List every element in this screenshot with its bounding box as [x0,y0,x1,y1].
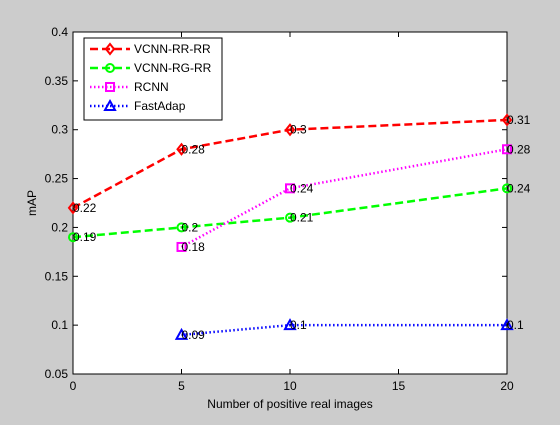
data-label: 0.21 [290,211,314,225]
data-point-marker [285,183,295,194]
y-tick-label: 0.3 [51,123,68,137]
y-axis-label: mAP [25,190,39,216]
y-tick-label: 0.15 [45,269,69,283]
data-label: 0.1 [290,318,307,332]
y-tick-label: 0.35 [45,74,69,88]
x-tick-label: 5 [178,379,185,393]
series-line [180,148,508,249]
data-label: 0.18 [182,240,206,254]
series-vcnn-rg-rr: 0.19 0.2 0.21 0.24 [68,181,531,244]
data-label: 0.1 [507,318,524,332]
legend-marker [105,63,115,73]
legend-label: VCNN-RR-RR [134,42,211,56]
data-point-marker [285,212,295,223]
series-line [72,187,508,239]
data-point-marker [283,318,297,331]
data-label: 0.22 [73,201,97,215]
legend-marker [104,42,116,56]
legend-label: FastAdap [134,99,186,113]
data-label: 0.31 [507,113,531,127]
y-tick-label: 0.1 [51,318,68,332]
y-tick-label: 0.25 [45,172,69,186]
x-axis-label: Number of positive real images [207,397,372,411]
data-point-marker [174,327,189,340]
legend: VCNN-RR-RR VCNN-RG-RR RCNN FastAdap [83,37,223,121]
x-tick-label: 0 [70,379,77,393]
data-point-marker [67,201,79,215]
data-label: 0.24 [290,181,314,195]
data-label: 0.24 [507,181,531,195]
data-point-marker [500,318,514,331]
data-point-marker [176,241,187,252]
data-point-marker [284,123,296,137]
legend-marker [105,82,115,92]
data-point-marker [501,113,513,127]
series-line [72,118,508,209]
x-tick-label: 15 [392,379,406,393]
x-tick-label: 20 [500,379,514,393]
legend-item: VCNN-RR-RR [90,42,211,56]
data-label: 0.3 [290,123,307,137]
series-line [181,323,507,337]
data-label: 0.09 [182,328,206,342]
legend-item: RCNN [90,80,169,94]
series-fastadap: 0.09 0.1 0.1 [174,318,524,342]
legend-marker [103,98,117,111]
y-tick-label: 0.05 [45,367,69,381]
series-vcnn-rr-rr: 0.22 0.28 0.3 0.31 [67,113,531,215]
y-tick-label: 0.4 [51,25,68,39]
data-label: 0.2 [182,220,199,234]
series-rcnn: 0.18 0.24 0.28 [176,142,531,254]
x-tick-label: 10 [283,379,297,393]
legend-label: VCNN-RG-RR [134,61,212,75]
data-point-marker [502,144,512,155]
data-point-marker [502,183,512,194]
y-tick-label: 0.2 [51,220,68,234]
data-label: 0.28 [507,142,531,156]
data-point-marker [176,222,187,233]
data-label: 0.28 [182,142,206,156]
series-layer: 0.220.280.30.310.190.20.210.240.180.240.… [67,113,531,342]
legend-item: VCNN-RG-RR [90,61,212,75]
legend-item: FastAdap [90,98,186,113]
legend-label: RCNN [134,80,169,94]
axis-ticks: 0 5 10 15 20 0.05 0.1 0.15 0.2 0.25 0.3 0.35 0.4 [45,25,514,393]
data-point-marker [68,232,78,243]
data-label: 0.19 [73,230,97,244]
data-point-marker [176,142,187,156]
